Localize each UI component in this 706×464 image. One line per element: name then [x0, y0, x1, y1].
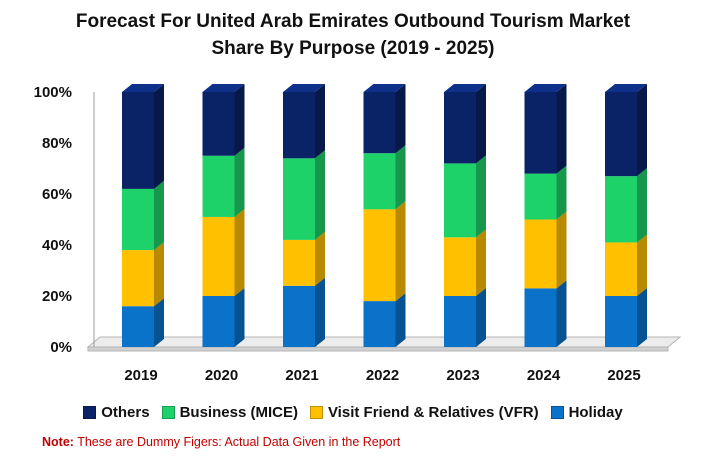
bar-segment	[202, 216, 235, 296]
x-tick-label: 2021	[285, 367, 318, 384]
bar-segment	[605, 92, 637, 177]
bar-segment-side	[395, 84, 406, 154]
x-tick-label: 2020	[205, 367, 238, 384]
y-tick-label: 100%	[34, 84, 72, 101]
bar-segment	[122, 188, 154, 251]
bar-segment	[283, 285, 315, 347]
legend-item: Visit Friend & Relatives (VFR)	[309, 404, 539, 421]
bar-segment-side	[556, 165, 567, 220]
bar-segment-side	[556, 211, 567, 289]
y-tick-label: 40%	[42, 237, 72, 254]
bar-segment	[283, 92, 315, 159]
bar-top	[283, 84, 325, 92]
bar-segment	[363, 153, 396, 210]
chart-legend: Others Business (MICE) Visit Friend & Rela…	[0, 404, 706, 421]
bar-segment-side	[476, 155, 486, 238]
bar-segment	[444, 237, 476, 296]
legend-swatch	[309, 406, 323, 419]
note-text: These are Dummy Figers: Actual Data Give…	[77, 435, 401, 449]
bar-segment	[202, 92, 235, 156]
chart-title-line-1: Forecast For United Arab Emirates Outbou…	[75, 11, 631, 32]
bar-top	[524, 84, 567, 92]
bar-segment	[444, 163, 476, 238]
bar-segment-side	[395, 145, 406, 210]
x-tick-label: 2024	[527, 367, 561, 384]
chart-title-line-2: Share By Purpose (2019 - 2025)	[211, 38, 495, 59]
footnote: Note: These are Dummy Figers: Actual Dat…	[42, 435, 400, 449]
bar-top	[444, 84, 486, 92]
bar-segment	[605, 176, 637, 243]
bar-segment	[122, 92, 154, 189]
stacked-bar-chart: 0% 20% 40% 60% 80% 100% 2019 2020 2021 2022 2023 20…	[34, 84, 682, 384]
y-tick-label: 60%	[42, 186, 72, 203]
bar-segment-side	[234, 147, 245, 217]
legend-swatch	[550, 406, 564, 419]
legend-swatch	[161, 406, 175, 419]
bar-segment-side	[234, 208, 245, 296]
bar-segment-side	[154, 84, 164, 189]
bar-segment-side	[395, 293, 406, 347]
chart-title: Forecast For United Arab Emirates Outbou…	[0, 8, 706, 62]
bar-segment	[524, 288, 557, 347]
bar-segment-side	[637, 168, 647, 243]
bar-segment	[444, 92, 476, 164]
bar-segment-side	[637, 234, 647, 296]
legend-label: Others	[101, 404, 150, 421]
legend-label: Holiday	[568, 404, 623, 421]
bar-segment-side	[315, 150, 325, 240]
bar-segment	[363, 209, 396, 302]
bar-segment	[202, 296, 235, 347]
bar-segment-side	[476, 229, 486, 296]
y-tick-label: 0%	[50, 339, 72, 356]
x-tick-label: 2023	[446, 367, 479, 384]
bar-segment-side	[315, 84, 325, 159]
bar-segment	[605, 296, 637, 347]
bar-segment-side	[154, 180, 164, 251]
bar-segment-side	[154, 298, 164, 347]
legend-item: Holiday	[550, 404, 623, 421]
note-label: Note:	[42, 435, 74, 449]
bar-segment	[283, 158, 315, 240]
legend-swatch	[83, 406, 97, 419]
bar-segment-side	[637, 288, 647, 347]
bar-segment-side	[154, 242, 164, 307]
bar-segment	[605, 242, 637, 296]
bar-top	[202, 84, 245, 92]
x-tick-label: 2022	[366, 367, 399, 384]
bar-segment-side	[637, 84, 647, 177]
legend-label: Business (MICE)	[179, 404, 298, 421]
bar-segment	[122, 250, 154, 307]
bar-segment-side	[234, 288, 245, 347]
bar-segment	[363, 301, 396, 347]
bar-segment	[283, 239, 315, 286]
bar-segment	[444, 296, 476, 347]
bar-segment-side	[476, 84, 486, 164]
bar-segment-side	[476, 288, 486, 347]
bar-segment-side	[315, 277, 325, 347]
bar-segment-side	[395, 201, 406, 302]
bar-top	[122, 84, 164, 92]
legend-item: Others	[83, 404, 150, 421]
bar-segment-side	[556, 280, 567, 347]
bar-segment	[524, 92, 557, 174]
bar-top	[605, 84, 647, 92]
legend-label: Visit Friend & Relatives (VFR)	[327, 404, 539, 421]
y-tick-label: 80%	[42, 135, 72, 152]
y-tick-label: 20%	[42, 288, 72, 305]
bar-segment	[202, 155, 235, 217]
bar-segment-side	[234, 84, 245, 156]
bar-segment	[122, 306, 154, 347]
legend-item: Business (MICE)	[161, 404, 298, 421]
bar-segment-side	[556, 84, 567, 174]
bar-segment	[524, 173, 557, 220]
bar-segment-side	[315, 231, 325, 286]
chart-floor-edge	[87, 346, 669, 352]
x-tick-label: 2019	[124, 367, 157, 384]
bar-segment	[363, 92, 396, 154]
bar-segment	[524, 219, 557, 289]
bar-top	[363, 84, 406, 92]
x-tick-label: 2025	[607, 367, 640, 384]
